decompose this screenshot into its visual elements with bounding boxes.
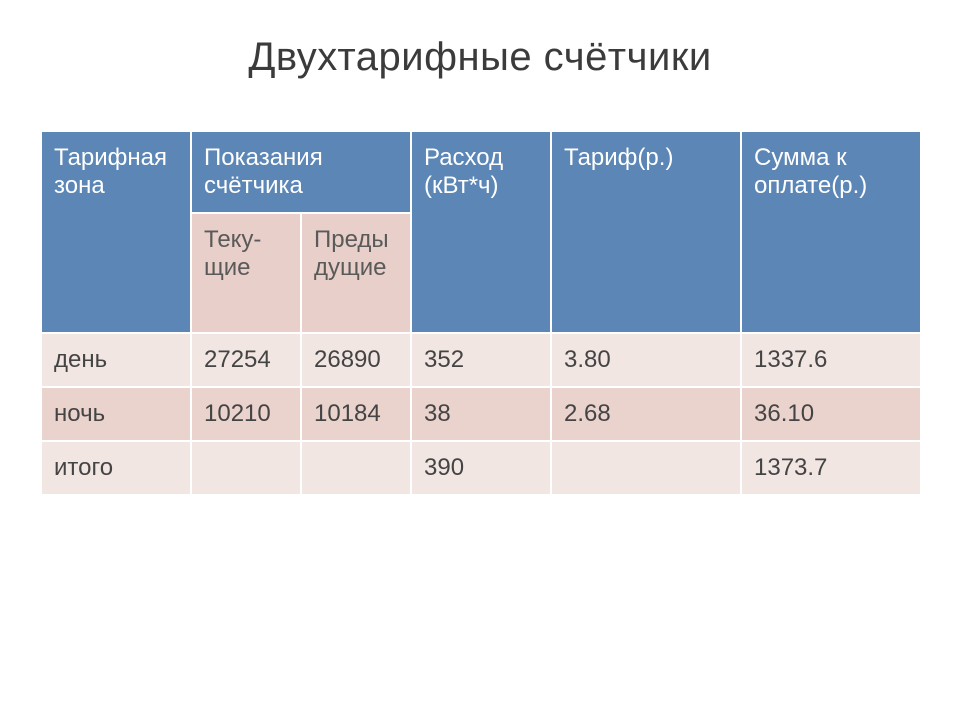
table-header-row-1: Тарифная зона Показания счётчика Расход … [41, 131, 921, 213]
table-row: день 27254 26890 352 3.80 1337.6 [41, 333, 921, 387]
cell-sum: 1337.6 [741, 333, 921, 387]
col-header-consumption: Расход (кВт*ч) [411, 131, 551, 333]
cell-consumption: 38 [411, 387, 551, 441]
cell-previous: 10184 [301, 387, 411, 441]
cell-zone: ночь [41, 387, 191, 441]
cell-current [191, 441, 301, 495]
tariff-table: Тарифная зона Показания счётчика Расход … [40, 130, 922, 496]
cell-sum: 36.10 [741, 387, 921, 441]
cell-tariff: 2.68 [551, 387, 741, 441]
cell-zone: день [41, 333, 191, 387]
col-header-zone: Тарифная зона [41, 131, 191, 333]
table-row: итого 390 1373.7 [41, 441, 921, 495]
col-header-sum: Сумма к оплате(р.) [741, 131, 921, 333]
col-header-readings: Показания счётчика [191, 131, 411, 213]
cell-zone: итого [41, 441, 191, 495]
cell-previous: 26890 [301, 333, 411, 387]
cell-previous [301, 441, 411, 495]
cell-consumption: 352 [411, 333, 551, 387]
cell-tariff: 3.80 [551, 333, 741, 387]
cell-current: 10210 [191, 387, 301, 441]
col-header-tariff: Тариф(р.) [551, 131, 741, 333]
cell-current: 27254 [191, 333, 301, 387]
cell-sum: 1373.7 [741, 441, 921, 495]
col-subheader-previous: Преды дущие [301, 213, 411, 333]
col-subheader-current: Теку-щие [191, 213, 301, 333]
slide: Двухтарифные счётчики Тарифная зона Пока… [0, 0, 960, 720]
cell-consumption: 390 [411, 441, 551, 495]
table-row: ночь 10210 10184 38 2.68 36.10 [41, 387, 921, 441]
cell-tariff [551, 441, 741, 495]
slide-title: Двухтарифные счётчики [40, 35, 920, 80]
